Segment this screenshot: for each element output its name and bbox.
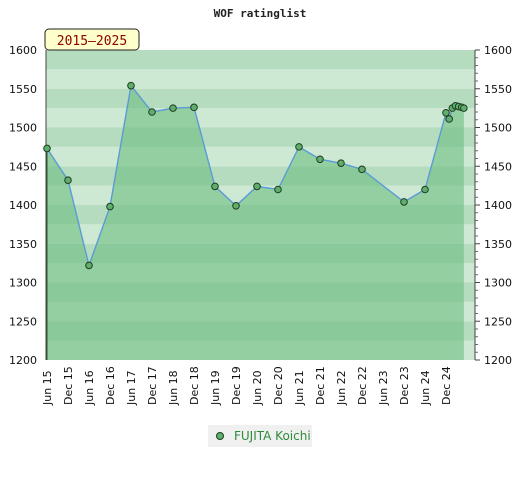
x-tick-label: Jun 18 [167, 370, 180, 406]
x-tick-label: Dec 19 [230, 366, 243, 405]
data-point [253, 182, 261, 191]
y-tick-label-left: 1600 [9, 44, 37, 57]
y-tick-label-left: 1300 [9, 277, 37, 290]
period-badge-box [44, 28, 140, 51]
x-tick-label: Jun 21 [293, 370, 306, 406]
y-tick-label-right: 1350 [484, 238, 512, 251]
data-point [148, 108, 156, 116]
x-tick-label: Dec 18 [188, 366, 201, 405]
data-point [460, 104, 468, 112]
y-tick-label-right: 1400 [484, 199, 512, 212]
x-tick-label: Dec 22 [356, 366, 369, 405]
background-band [46, 108, 475, 128]
x-tick-label: Jun 22 [335, 370, 348, 406]
legend-label: FUJITA Koichi [234, 429, 311, 443]
x-tick-label: Dec 21 [314, 366, 327, 405]
x-tick-label: Jun 16 [83, 370, 96, 406]
background-band [46, 69, 475, 89]
x-tick-label: Dec 20 [272, 366, 285, 405]
x-tick-label: Jun 19 [209, 370, 222, 406]
data-point [295, 143, 303, 151]
y-tick-label-right: 1300 [484, 277, 512, 290]
rating-area-fill [47, 85, 464, 361]
x-tick-label: Dec 24 [440, 366, 453, 405]
x-tick-label: Dec 23 [398, 366, 411, 405]
data-point [358, 165, 366, 174]
data-point [421, 185, 429, 194]
y-axis-right: 1200 1250 1300 1350 1400 1450 1500 1550 1600 [475, 44, 512, 367]
data-point [445, 115, 453, 123]
data-point [232, 201, 240, 210]
data-point [442, 108, 450, 117]
x-tick-label: Jun 17 [125, 370, 138, 406]
x-tick-label: Dec 17 [146, 366, 159, 405]
background-band [46, 88, 475, 109]
rating-markers [43, 81, 468, 270]
data-point [169, 104, 177, 112]
legend: FUJITA Koichi [208, 425, 312, 447]
y-tick-label-left: 1500 [9, 122, 37, 135]
x-tick-label: Jun 23 [377, 370, 390, 406]
y-tick-label-left: 1200 [9, 354, 37, 367]
y-tick-label-right: 1500 [484, 122, 512, 135]
y-tick-label-right: 1250 [484, 315, 512, 328]
data-point [43, 144, 51, 153]
x-tick-label: Jun 20 [251, 370, 264, 406]
x-tick-label: Dec 15 [62, 366, 75, 405]
rating-area [47, 85, 464, 361]
y-tick-label-right: 1200 [484, 354, 512, 367]
background-band [46, 166, 475, 186]
legend-marker [216, 432, 224, 440]
legend-box [208, 425, 312, 447]
background-band [46, 146, 475, 167]
data-point [211, 182, 219, 191]
y-axis-left: 1200 1250 1300 1350 1400 1450 1500 1550 1600 [9, 44, 37, 367]
data-point [64, 176, 72, 184]
data-point [190, 103, 198, 112]
data-point [85, 261, 93, 270]
background-band [46, 50, 475, 70]
data-point [127, 81, 135, 90]
chart-title: WOF ratinglist [214, 7, 307, 20]
x-tick-label: Dec 16 [104, 366, 117, 405]
y-tick-label-right: 1600 [484, 44, 512, 57]
period-badge: 2015–2025 [44, 28, 140, 51]
y-tick-label-left: 1400 [9, 199, 37, 212]
background-band [46, 127, 475, 147]
data-point [106, 202, 114, 211]
y-tick-label-right: 1550 [484, 83, 512, 96]
data-point [274, 185, 282, 194]
y-tick-label-left: 1450 [9, 160, 37, 173]
x-tick-label: Jun 15 [41, 370, 54, 406]
y-tick-label-left: 1350 [9, 238, 37, 251]
x-tick-label: Jun 24 [419, 370, 432, 406]
data-point [400, 198, 408, 206]
y-tick-label-right: 1450 [484, 160, 512, 173]
data-point [337, 159, 345, 167]
x-axis-labels: Jun 15 Dec 15 Jun 16 Dec 16 Jun 17 Dec 17 Jun … [41, 366, 453, 406]
period-badge-label: 2015–2025 [57, 34, 127, 49]
y-tick-label-left: 1550 [9, 83, 37, 96]
y-tick-label-left: 1250 [9, 315, 37, 328]
data-point [316, 155, 324, 164]
